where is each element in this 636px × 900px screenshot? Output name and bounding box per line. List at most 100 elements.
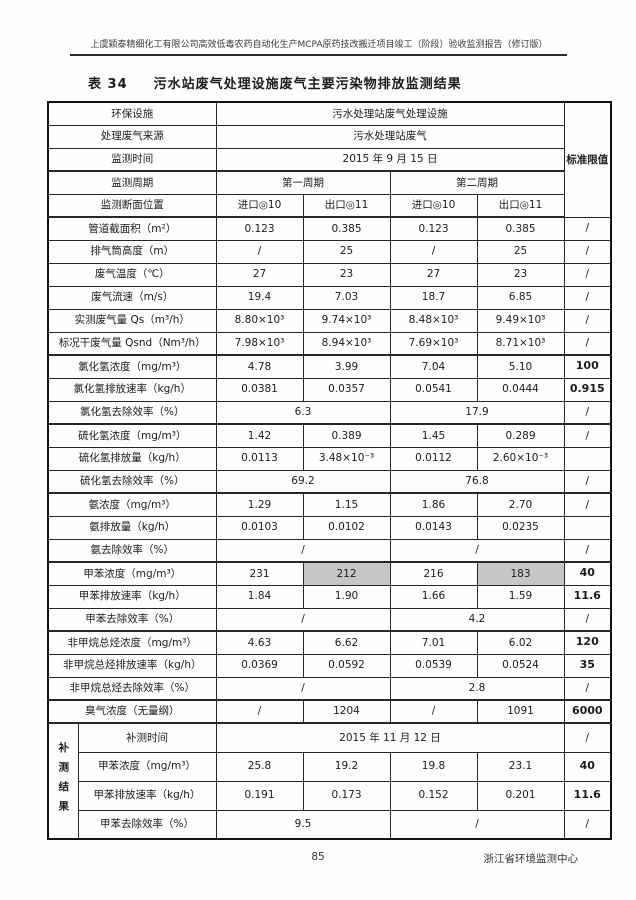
limit-cell: 11.6: [563, 780, 612, 811]
data-cell: 6.85: [476, 285, 565, 310]
limit-cell: /: [563, 722, 612, 753]
row-label: 补测时间: [77, 722, 217, 753]
data-cell: 216: [389, 561, 478, 586]
data-cell: 0.0541: [389, 377, 478, 402]
data-cell: 8.48×10³: [389, 308, 478, 333]
data-cell: 25: [302, 239, 391, 264]
data-cell: 1091: [476, 699, 565, 724]
limit-cell: /: [563, 492, 612, 517]
data-cell: /: [215, 239, 304, 264]
data-cell: 19.8: [389, 751, 478, 782]
row-label: 监测断面位置: [47, 193, 217, 218]
footer-organization: 浙江省环境监测中心: [483, 853, 579, 865]
table-row: 监测时间 2015 年 9 月 15 日: [47, 147, 611, 172]
supplement-row: 甲苯去除效率（%） 9.5//: [48, 809, 612, 840]
row-label: 非甲烷总烃排放速率（kg/h）: [47, 653, 217, 678]
data-cell: 23.1: [476, 751, 565, 782]
table-row: 甲苯浓度（mg/m³） 231 212 216 183 40: [47, 561, 612, 586]
table-row: 管道截面积（m²） 0.123 0.385 0.123 0.385/: [47, 216, 612, 241]
data-cell: 1.84: [215, 584, 304, 609]
table-row: 硫化氢排放量（kg/h） 0.0113 3.48×10⁻³ 0.0112 2.60×10…: [47, 446, 612, 471]
row-label: 废气流速（m/s）: [47, 285, 217, 310]
data-cell: 4.2: [389, 607, 565, 632]
data-cell: 69.2: [215, 469, 391, 494]
data-cell: 0.0381: [215, 377, 304, 402]
table-row: 非甲烷总烃浓度（mg/m³） 4.63 6.62 7.01 6.02 120: [47, 630, 612, 655]
table-row: 废气流速（m/s） 19.4 7.03 18.7 6.85/: [47, 285, 612, 310]
data-cell: 7.01: [389, 630, 478, 655]
data-cell: 25.8: [215, 751, 304, 782]
row-label: 甲苯浓度（mg/m³）: [47, 561, 217, 586]
data-cell: 0.0143: [389, 515, 478, 540]
table-row: 处理废气来源 污水处理站废气: [47, 124, 611, 149]
row-label: 氯化氢去除效率（%）: [47, 400, 217, 425]
data-cell: 0.0235: [476, 515, 565, 540]
data-cell: 0.0103: [215, 515, 304, 540]
row-label: 氯化氢浓度（mg/m³）: [47, 354, 217, 379]
data-cell: /: [215, 607, 391, 632]
data-cell: 212: [302, 561, 391, 586]
limit-cell: [563, 515, 612, 540]
position-cell: 出口◎11: [476, 193, 565, 218]
data-cell: 7.03: [302, 285, 391, 310]
data-cell: 1.42: [215, 423, 304, 448]
data-cell: 污水处理站废气: [215, 124, 565, 149]
table-row: 非甲烷总烃排放速率（kg/h） 0.0369 0.0592 0.0539 0.0524 3…: [47, 653, 612, 678]
data-cell: /: [215, 538, 391, 563]
row-label: 甲苯排放速率（kg/h）: [47, 584, 217, 609]
data-cell: 0.0369: [215, 653, 304, 678]
row-label: 氨排放量（kg/h）: [47, 515, 217, 540]
limit-cell: /: [563, 809, 612, 840]
data-cell: 23: [302, 262, 391, 287]
table-row: 监测断面位置 进口◎10 出口◎11 进口◎10 出口◎11: [47, 193, 611, 218]
limit-cell: 6000: [563, 699, 612, 724]
data-cell: /: [215, 676, 391, 701]
data-cell: 0.0444: [476, 377, 565, 402]
data-cell: 8.94×10³: [302, 331, 391, 356]
position-cell: 进口◎10: [389, 193, 478, 218]
row-label: 硫化氢排放量（kg/h）: [47, 446, 217, 471]
data-cell: 0.191: [215, 780, 304, 811]
supplement-row: 补测结果 补测时间 2015 年 11 月 12 日 /: [47, 722, 612, 840]
supplement-section-label: 补测结果: [47, 722, 79, 840]
row-label: 氨浓度（mg/m³）: [47, 492, 217, 517]
row-label: 氯化氢排放速率（kg/h）: [47, 377, 217, 402]
table-row: 甲苯去除效率（%）/4.2/: [47, 607, 612, 632]
data-cell: 1.45: [389, 423, 478, 448]
data-cell: 27: [215, 262, 304, 287]
data-cell: 17.9: [389, 400, 565, 425]
limit-cell: 11.6: [563, 584, 612, 609]
limit-cell: 40: [563, 561, 612, 586]
table-row: 废气温度（℃） 27 23 27 23/: [47, 262, 612, 287]
table-row: 标况干废气量 Qsnd（Nm³/h） 7.98×10³ 8.94×10³ 7.69×1…: [47, 331, 612, 356]
data-cell: 0.385: [476, 216, 565, 241]
data-cell: 9.5: [215, 809, 391, 840]
limit-cell: 40: [563, 751, 612, 782]
data-cell: 0.173: [302, 780, 391, 811]
data-cell: 0.201: [476, 780, 565, 811]
data-cell: 3.48×10⁻³: [302, 446, 391, 471]
data-cell: 18.7: [389, 285, 478, 310]
row-label: 环保设施: [47, 101, 217, 126]
header-rule: [70, 54, 567, 56]
table-row: 氨浓度（mg/m³） 1.29 1.15 1.86 2.70/: [47, 492, 612, 517]
table-data-rows: 管道截面积（m²） 0.123 0.385 0.123 0.385/排气筒高度（m）/2…: [47, 216, 612, 840]
data-cell: 1.29: [215, 492, 304, 517]
row-label: 硫化氢浓度（mg/m³）: [47, 423, 217, 448]
table-row: 甲苯排放速率（kg/h） 1.84 1.90 1.66 1.59 11.6: [47, 584, 612, 609]
row-label: 实测废气量 Qs（m³/h）: [47, 308, 217, 333]
data-cell: 1204: [302, 699, 391, 724]
data-cell: 污水处理站废气处理设施: [215, 101, 565, 126]
data-cell: 231: [215, 561, 304, 586]
row-label: 处理废气来源: [47, 124, 217, 149]
data-cell: 5.10: [476, 354, 565, 379]
row-label: 臭气浓度（无量纲）: [47, 699, 217, 724]
data-cell: 2.60×10⁻³: [476, 446, 565, 471]
row-label: 排气筒高度（m）: [47, 239, 217, 264]
data-cell: 0.0524: [476, 653, 565, 678]
position-cell: 进口◎10: [215, 193, 304, 218]
table-row: 氯化氢排放速率（kg/h） 0.0381 0.0357 0.0541 0.0444 0.9…: [47, 377, 612, 402]
limit-cell: /: [563, 676, 612, 701]
limit-cell: /: [563, 262, 612, 287]
